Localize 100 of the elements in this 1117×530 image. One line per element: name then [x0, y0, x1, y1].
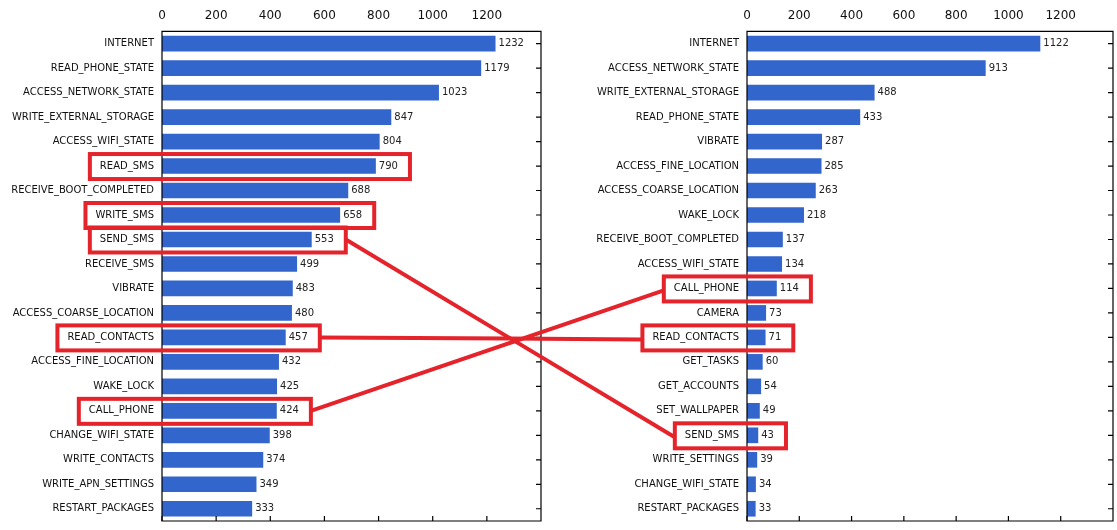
y-tick-label: CALL_PHONE [88, 404, 154, 417]
bar [747, 133, 823, 150]
bar [162, 500, 253, 517]
data-label: 499 [300, 257, 320, 269]
x-tick-label: 800 [367, 8, 391, 23]
y-tick-label: READ_PHONE_STATE [635, 110, 739, 123]
y-tick-label: SEND_SMS [684, 428, 739, 441]
data-label: 425 [280, 379, 300, 391]
x-tick-label: 0 [743, 8, 751, 23]
bar [162, 427, 270, 444]
x-tick-label: 600 [312, 8, 336, 23]
y-tick-label: WRITE_EXTERNAL_STORAGE [11, 110, 154, 123]
bar [162, 182, 349, 199]
data-label: 790 [378, 159, 398, 171]
x-tick-label: 200 [204, 8, 228, 23]
data-label: 804 [382, 135, 402, 147]
data-label: 218 [806, 208, 827, 220]
bar [162, 354, 279, 370]
bar [747, 280, 777, 297]
data-label: 483 [295, 282, 315, 294]
data-label: 137 [785, 233, 805, 245]
bar [747, 182, 816, 199]
data-label: 333 [255, 502, 275, 514]
bar [162, 256, 298, 272]
bar [162, 378, 278, 395]
bar [747, 500, 756, 517]
bar [162, 476, 257, 493]
y-tick-label: WRITE_EXTERNAL_STORAGE [596, 86, 739, 99]
bar [747, 60, 986, 76]
x-tick-label: 0 [158, 8, 166, 23]
data-label: 60 [765, 355, 779, 367]
y-tick-label: RECEIVE_BOOT_COMPLETED [11, 184, 155, 197]
y-tick-label: RECEIVE_BOOT_COMPLETED [596, 233, 740, 246]
y-tick-label: INTERNET [104, 37, 155, 49]
data-label: 374 [266, 453, 286, 465]
y-tick-label: INTERNET [689, 37, 740, 49]
data-label: 480 [294, 306, 315, 318]
data-label: 457 [288, 330, 308, 342]
y-tick-label: GET_ACCOUNTS [658, 379, 739, 392]
y-tick-label: READ_SMS [99, 159, 154, 172]
y-tick-label: ACCESS_WIFI_STATE [637, 257, 739, 270]
data-label: 913 [988, 61, 1008, 73]
y-tick-label: ACCESS_NETWORK_STATE [608, 61, 739, 74]
data-label: 287 [825, 135, 845, 147]
x-tick-label: 600 [892, 8, 916, 23]
data-label: 1122 [1043, 37, 1069, 49]
y-tick-label: GET_TASKS [682, 355, 739, 368]
bar [747, 451, 758, 468]
bar [747, 256, 783, 272]
y-tick-label: VIBRATE [697, 135, 739, 147]
data-label: 134 [785, 257, 805, 269]
y-tick-label: CAMERA [696, 306, 740, 318]
y-tick-label: RECEIVE_SMS [85, 257, 154, 270]
data-label: 488 [877, 86, 897, 98]
y-tick-label: RESTART_PACKAGES [637, 502, 739, 515]
data-label: 688 [351, 184, 371, 196]
x-tick-label: 1000 [417, 8, 448, 23]
bar [747, 84, 875, 101]
bar [747, 109, 861, 125]
y-tick-label: READ_CONTACTS [67, 330, 154, 343]
bar [162, 305, 292, 321]
data-label: 349 [259, 477, 279, 489]
data-label: 398 [272, 428, 292, 440]
x-tick-label: 1000 [993, 8, 1024, 23]
x-tick-label: 800 [944, 8, 968, 23]
y-tick-label: ACCESS_WIFI_STATE [52, 135, 154, 148]
y-tick-label: ACCESS_FINE_LOCATION [616, 159, 739, 172]
bar [747, 231, 783, 248]
x-tick-label: 200 [787, 8, 811, 23]
bar [162, 403, 277, 419]
y-tick-label: READ_CONTACTS [652, 330, 739, 343]
x-tick-label: 400 [840, 8, 864, 23]
bar [747, 207, 804, 223]
bar [747, 305, 767, 321]
data-label: 285 [824, 159, 844, 171]
data-label: 1232 [498, 37, 524, 49]
data-label: 73 [769, 306, 782, 318]
bar [162, 84, 439, 101]
data-label: 1023 [441, 86, 468, 98]
bar [747, 427, 759, 444]
y-tick-label: SEND_SMS [99, 233, 154, 246]
x-tick-label: 1200 [471, 8, 503, 23]
data-label: 1179 [484, 61, 510, 73]
data-label: 114 [779, 282, 799, 294]
x-tick-label: 1200 [1045, 8, 1076, 23]
data-label: 39 [760, 453, 773, 465]
bar [747, 158, 822, 174]
bar [162, 329, 286, 346]
bar [162, 231, 312, 248]
data-label: 34 [758, 477, 772, 489]
bar [162, 109, 392, 125]
y-tick-label: WRITE_SETTINGS [652, 453, 739, 466]
y-tick-label: WRITE_CONTACTS [63, 453, 154, 466]
y-tick-label: WRITE_APN_SETTINGS [42, 477, 154, 490]
data-label: 43 [761, 428, 774, 440]
y-tick-label: CHANGE_WIFI_STATE [49, 428, 154, 441]
y-tick-label: VIBRATE [112, 282, 154, 294]
bar [162, 60, 482, 76]
data-label: 432 [281, 355, 302, 367]
y-tick-label: ACCESS_NETWORK_STATE [23, 86, 154, 99]
